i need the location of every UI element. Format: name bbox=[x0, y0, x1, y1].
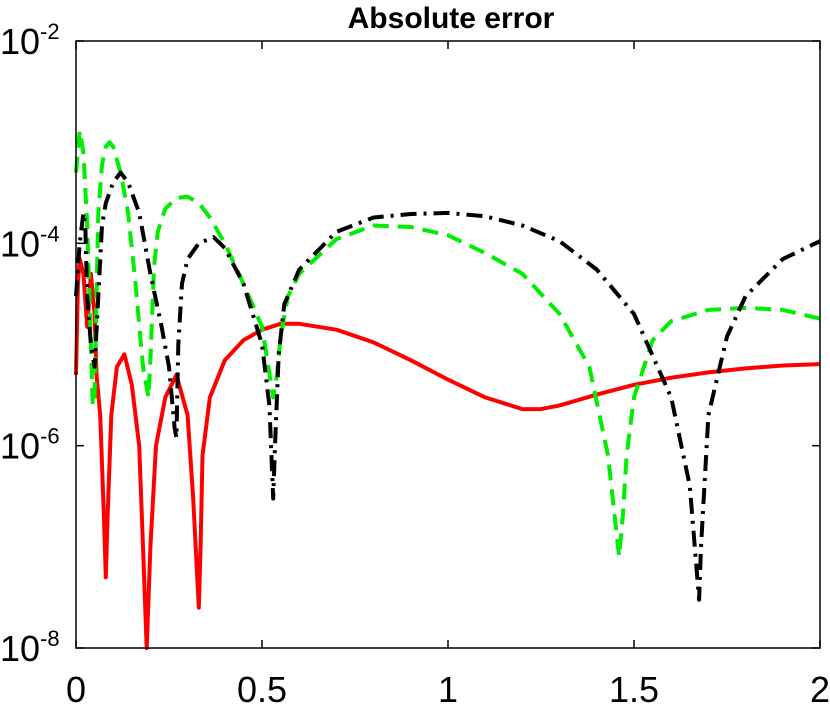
y-tick-label: 10-2 bbox=[0, 19, 60, 62]
plot-frame bbox=[75, 40, 821, 649]
series-line-3 bbox=[74, 170, 821, 602]
y-tick-label: 10-8 bbox=[0, 626, 60, 669]
x-tick-label: 2 bbox=[810, 669, 830, 706]
y-tick-label: 10-4 bbox=[0, 221, 60, 264]
series-layer bbox=[74, 128, 821, 650]
x-tick-label: 1.5 bbox=[609, 669, 659, 706]
chart-title: Absolute error bbox=[348, 2, 555, 35]
series-line-1 bbox=[74, 257, 821, 650]
series-line-2 bbox=[74, 128, 821, 559]
x-tick-label: 1 bbox=[438, 669, 458, 706]
x-tick-label: 0.5 bbox=[237, 669, 287, 706]
x-tick-label: 0 bbox=[66, 669, 86, 706]
axes-layer: 0 0.5 1 1.5 2 10-8 10-6 10-4 10-2 bbox=[0, 19, 830, 706]
y-tick-label: 10-6 bbox=[0, 424, 60, 467]
